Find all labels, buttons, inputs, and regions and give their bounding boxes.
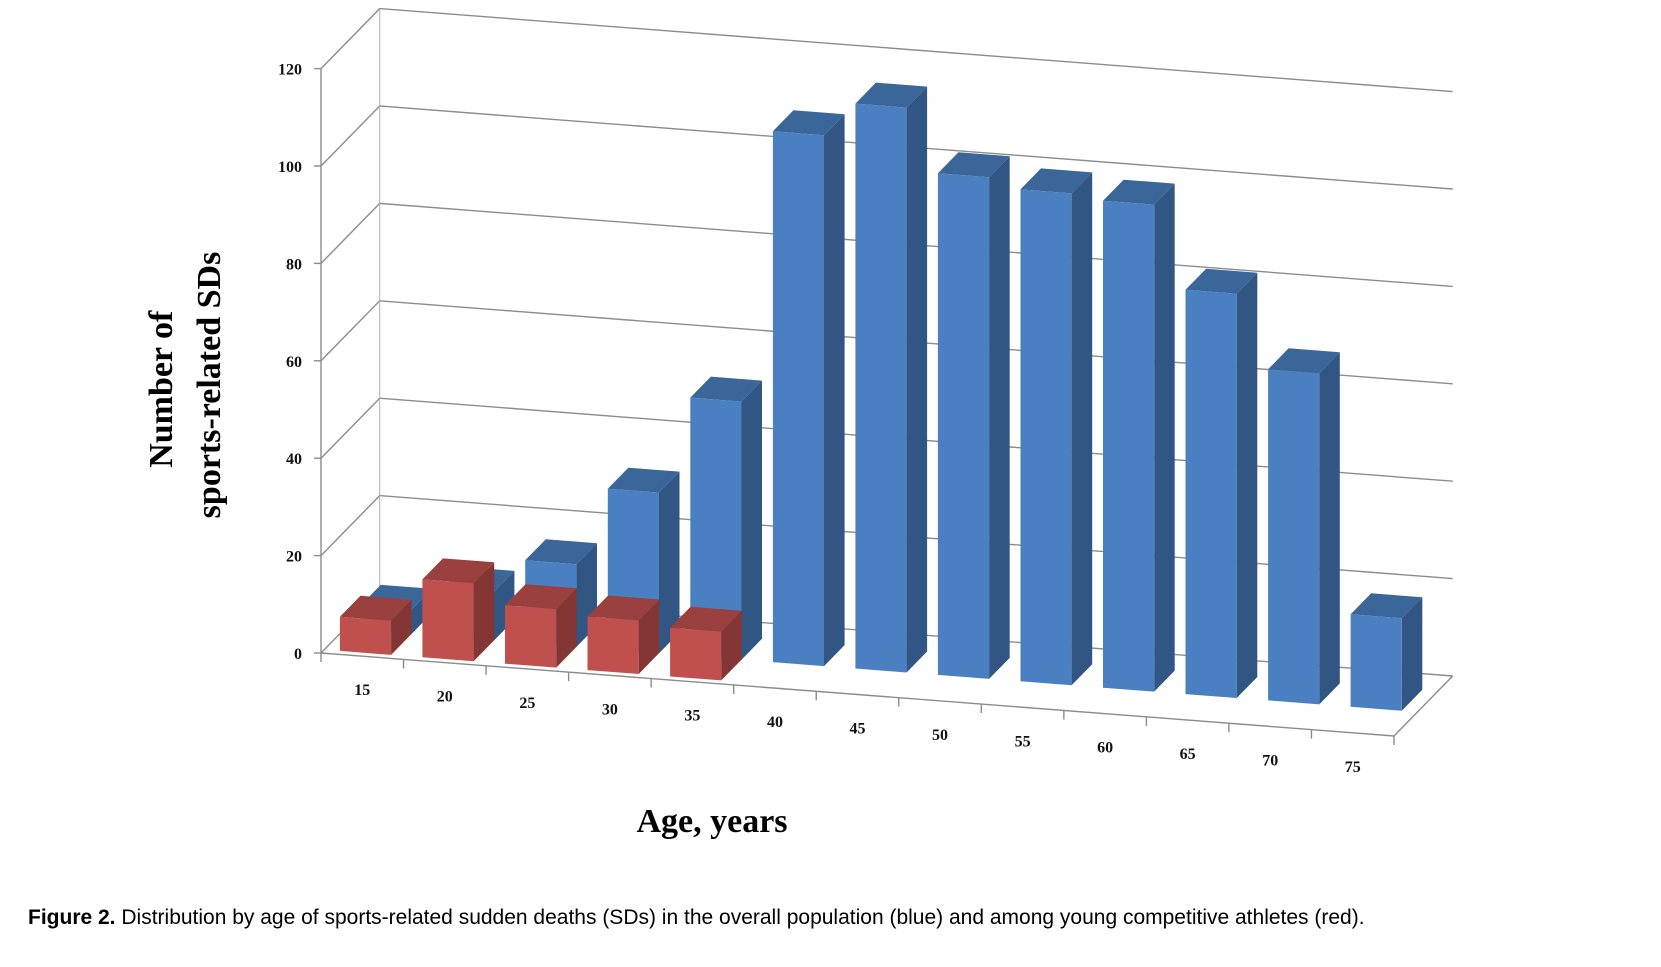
bar-front <box>1268 369 1320 705</box>
chart-walls <box>320 7 1453 677</box>
bar-top <box>587 595 660 621</box>
y-axis-title-line-2: sports-related SDs <box>191 252 228 519</box>
bar-side <box>556 588 577 668</box>
y-tick-label: 100 <box>278 159 302 176</box>
y-axis-title-line-1: Number of <box>143 310 180 468</box>
x-tick-label: 15 <box>354 682 370 699</box>
bar-top <box>1103 179 1175 205</box>
bar-front <box>505 605 557 668</box>
bar-side <box>721 610 742 681</box>
bar-top <box>1185 268 1258 294</box>
bar-top <box>855 82 928 108</box>
bar-side <box>824 114 845 667</box>
bar-side <box>659 471 680 654</box>
caption-label: Figure 2. <box>28 906 116 929</box>
bar-front <box>1185 289 1237 698</box>
bar-side <box>1154 183 1175 692</box>
x-axis-ticks: 15 20 25 30 35 40 45 50 55 60 65 70 75 <box>354 682 1360 776</box>
bar-top <box>1268 348 1340 374</box>
x-tick-label: 25 <box>519 695 535 712</box>
bar-side <box>741 380 762 660</box>
series-young-athletes <box>339 558 742 681</box>
x-tick-label: 35 <box>684 708 700 725</box>
bar-side <box>638 599 660 674</box>
bar-side <box>1319 352 1340 705</box>
y-axis-title: Number of sports-related SDs <box>143 252 228 519</box>
y-axis-ticks: 0 20 40 60 80 100 120 <box>278 62 321 663</box>
caption-text: Distribution by age of sports-related su… <box>115 906 1365 929</box>
bar-overall-60 <box>1103 179 1175 692</box>
bar-overall-70 <box>1268 348 1340 705</box>
bar-side <box>1071 172 1093 686</box>
y-tick-label: 120 <box>278 62 302 79</box>
bar-top <box>690 376 762 402</box>
bar-top <box>422 558 495 584</box>
x-tick-label: 70 <box>1262 752 1278 769</box>
bar-top <box>505 584 577 610</box>
bar-front <box>1350 614 1402 711</box>
bar-front <box>772 131 824 667</box>
x-tick-label: 45 <box>850 721 866 738</box>
bar-side <box>906 86 928 673</box>
x-tick-label: 50 <box>932 727 948 744</box>
bar-top <box>1350 593 1423 619</box>
y-tick-label: 40 <box>286 451 302 468</box>
y-tick-label: 0 <box>294 646 302 663</box>
bar-overall-40 <box>772 110 845 667</box>
bar-athletes-30 <box>587 595 660 674</box>
bar-top <box>772 110 845 136</box>
bar-top <box>525 539 597 565</box>
bar-front <box>855 103 907 673</box>
x-tick-label: 65 <box>1180 746 1196 763</box>
bar-top <box>670 606 742 632</box>
bar-front <box>690 397 742 660</box>
y-tick-label: 20 <box>286 549 302 566</box>
bar-athletes-25 <box>505 584 577 668</box>
bar-side <box>473 562 495 662</box>
bar-side <box>1401 597 1423 711</box>
y-tick-label: 60 <box>286 354 302 371</box>
bar-front <box>1103 200 1155 692</box>
figure-caption: Figure 2. Distribution by age of sports-… <box>28 905 1628 931</box>
bar-side <box>989 156 1010 679</box>
bar-front <box>422 579 474 662</box>
x-axis <box>320 652 1454 745</box>
bar-athletes-15 <box>339 595 412 655</box>
bar-top <box>1020 168 1093 194</box>
x-tick-label: 40 <box>767 714 783 731</box>
bar-athletes-20 <box>422 558 495 662</box>
x-axis-title: Age, years <box>636 803 787 840</box>
gridline <box>320 7 1453 93</box>
bar-top <box>339 595 412 621</box>
bar-overall-35 <box>690 376 762 660</box>
x-tick-label: 60 <box>1097 740 1113 757</box>
series-overall-population <box>360 82 1423 711</box>
bar-side <box>391 599 412 655</box>
x-tick-label: 55 <box>1015 733 1031 750</box>
bar-top <box>937 152 1010 178</box>
bar-overall-65 <box>1185 268 1258 698</box>
bar-overall-55 <box>1020 168 1093 686</box>
bar-front <box>587 616 639 674</box>
bar-athletes-35 <box>670 606 742 681</box>
bar-side <box>1236 272 1258 698</box>
bar-overall-50 <box>937 152 1010 679</box>
bar-overall-45 <box>855 82 928 673</box>
bar-front <box>339 616 392 655</box>
x-tick-label: 20 <box>437 689 453 706</box>
x-tick-label: 30 <box>602 701 618 718</box>
bar-front <box>670 627 722 681</box>
bar-front <box>1020 189 1072 686</box>
bar-top <box>607 467 680 493</box>
bar-front <box>937 173 990 679</box>
bar-overall-75 <box>1350 593 1423 711</box>
y-tick-label: 80 <box>286 256 302 273</box>
x-tick-label: 75 <box>1345 759 1361 776</box>
